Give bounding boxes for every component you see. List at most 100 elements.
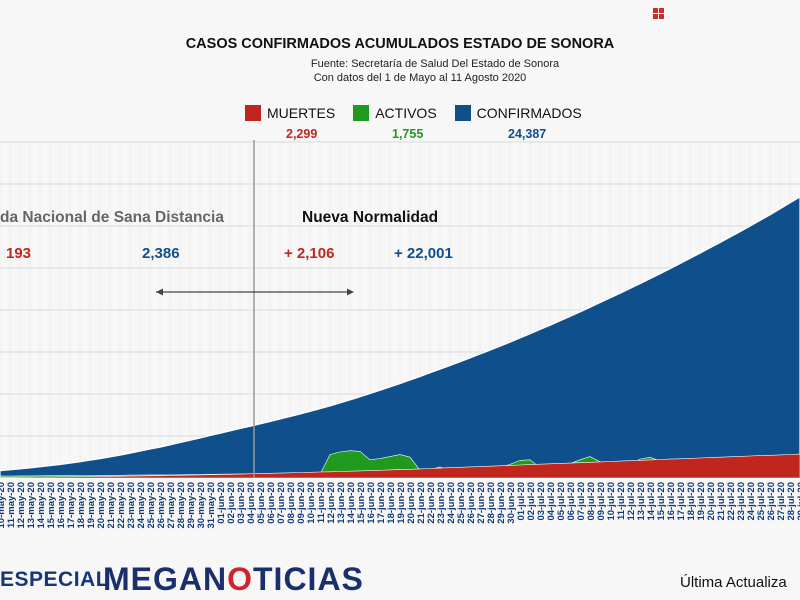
x-tick-label: 07-jul-20	[576, 482, 587, 521]
x-tick-label: 03-jul-20	[536, 482, 547, 521]
x-tick-label: 11-jun-20	[316, 482, 327, 523]
x-tick-label: 17-may-20	[66, 482, 77, 528]
arrow-right-icon	[347, 288, 354, 296]
x-tick-label: 21-may-20	[106, 482, 117, 528]
x-tick-label: 06-jul-20	[566, 482, 577, 521]
x-tick-label: 19-may-20	[86, 482, 97, 528]
x-tick-label: 25-jul-20	[756, 482, 767, 521]
x-tick-label: 07-jun-20	[276, 482, 287, 524]
x-tick-label: 30-jun-20	[506, 482, 517, 524]
x-tick-label: 16-jun-20	[366, 482, 377, 524]
x-tick-label: 18-jul-20	[686, 482, 697, 521]
x-tick-label: 23-may-20	[126, 482, 137, 528]
x-tick-label: 16-may-20	[56, 482, 67, 528]
legend-label-activos: ACTIVOS	[375, 105, 437, 121]
phase2-label: Nueva Normalidad	[302, 209, 439, 226]
x-tick-label: 15-may-20	[46, 482, 57, 528]
x-tick-label: 22-may-20	[116, 482, 127, 528]
x-tick-label: 14-may-20	[36, 482, 47, 528]
legend-label-confirmados: CONFIRMADOS	[476, 105, 582, 121]
x-tick-label: 22-jun-20	[426, 482, 437, 524]
chart-overlay	[156, 140, 354, 478]
chart-date-range: Con datos del 1 de Mayo al 11 Agosto 202…	[313, 72, 527, 84]
x-tick-label: 02-jun-20	[226, 482, 237, 524]
series-areas	[0, 196, 800, 479]
legend-item-confirmados: CONFIRMADOS	[454, 105, 582, 121]
x-tick-label: 21-jun-20	[416, 482, 427, 524]
x-tick-label: 13-may-20	[26, 482, 37, 528]
legend: MUERTES ACTIVOS CONFIRMADOS	[245, 105, 582, 121]
x-tick-label: 13-jun-20	[336, 482, 347, 524]
x-tick-label: 04-jul-20	[546, 482, 557, 521]
x-tick-label: 26-jun-20	[466, 482, 477, 524]
x-tick-label: 05-jun-20	[256, 482, 267, 524]
x-tick-label: 20-jun-20	[406, 482, 417, 524]
x-tick-label: 24-jul-20	[746, 482, 757, 521]
x-tick-label: 12-jun-20	[326, 482, 337, 524]
x-tick-label: 04-jun-20	[246, 482, 257, 524]
x-tick-label: 30-may-20	[196, 482, 207, 528]
x-tick-label: 29-jul-20	[796, 482, 800, 521]
x-tick-label: 24-jun-20	[446, 482, 457, 524]
x-tick-label: 15-jul-20	[656, 482, 667, 521]
x-tick-label: 13-jul-20	[636, 482, 647, 521]
area-chart: 10-may-20 11-may-20 12-may-20 13-may-20 14-m…	[0, 140, 800, 528]
x-tick-labels: 10-may-20 11-may-20 12-may-20 13-may-20 14-m…	[0, 482, 800, 528]
x-tick-label: 29-jun-20	[496, 482, 507, 524]
brand-part-3: TICIAS	[253, 561, 364, 597]
x-tick-label: 24-may-20	[136, 482, 147, 528]
x-tick-label: 06-jun-20	[266, 482, 277, 524]
x-tick-label: 16-jul-20	[666, 482, 677, 521]
legend-item-muertes: MUERTES	[245, 105, 335, 121]
x-tick-label: 10-jul-20	[606, 482, 617, 521]
x-tick-label: 27-jun-20	[476, 482, 487, 524]
area-confirmados	[0, 196, 800, 479]
x-tick-label: 03-jun-20	[236, 482, 247, 524]
x-tick-label: 28-may-20	[176, 482, 187, 528]
phase1-deaths: 193	[6, 245, 32, 262]
phase2-confirmed: + 22,001	[394, 245, 453, 262]
arrow-left-icon	[156, 288, 163, 296]
x-tick-label: 02-jul-20	[526, 482, 537, 521]
x-tick-label: 01-jun-20	[216, 482, 227, 524]
phase1-confirmed: 2,386	[142, 245, 180, 262]
x-tick-label: 22-jul-20	[726, 482, 737, 521]
x-tick-label: 18-may-20	[76, 482, 87, 528]
legend-total-muertes: 2,299	[286, 127, 318, 141]
x-tick-label: 15-jun-20	[356, 482, 367, 524]
x-tick-label: 27-may-20	[166, 482, 177, 528]
x-tick-label: 26-jul-20	[766, 482, 777, 521]
x-tick-label: 19-jul-20	[696, 482, 707, 521]
x-tick-label: 17-jul-20	[676, 482, 687, 521]
phase2-deaths: + 2,106	[284, 245, 335, 262]
x-tick-label: 25-may-20	[146, 482, 157, 528]
x-tick-label: 19-jun-20	[396, 482, 407, 524]
footer-special-label: ESPECIAL	[0, 568, 110, 591]
last-update-label: Última Actualiza	[680, 574, 787, 591]
legend-label-muertes: MUERTES	[267, 105, 336, 121]
x-tick-label: 12-may-20	[16, 482, 27, 528]
x-tick-label: 14-jun-20	[346, 482, 357, 524]
x-tick-label: 11-jul-20	[616, 482, 627, 520]
x-tick-label: 05-jul-20	[556, 482, 567, 521]
x-tick-label: 23-jul-20	[736, 482, 747, 521]
legend-swatch-muertes	[245, 105, 261, 121]
phase1-label: da Nacional de Sana Distancia	[0, 209, 224, 226]
x-tick-label: 31-may-20	[206, 482, 217, 528]
brand-logo: MEGANOTICIAS	[103, 561, 364, 598]
x-tick-label: 08-jul-20	[586, 482, 597, 521]
x-tick-label: 27-jul-20	[776, 482, 787, 521]
x-tick-label: 08-jun-20	[286, 482, 297, 524]
x-tick-label: 25-jun-20	[456, 482, 467, 524]
x-tick-label: 12-jul-20	[626, 482, 637, 521]
legend-swatch-confirmados	[454, 105, 471, 121]
legend-total-activos: 1,755	[392, 127, 424, 141]
brand-part-1: MEGAN	[103, 561, 228, 597]
x-tick-label: 21-jul-20	[716, 482, 727, 521]
x-tick-label: 01-jul-20	[516, 482, 527, 521]
x-tick-label: 26-may-20	[156, 482, 167, 528]
x-tick-label: 11-may-20	[6, 482, 17, 528]
x-tick-label: 20-may-20	[96, 482, 107, 528]
area-muertes	[0, 453, 800, 479]
x-tick-label: 28-jul-20	[786, 482, 797, 521]
